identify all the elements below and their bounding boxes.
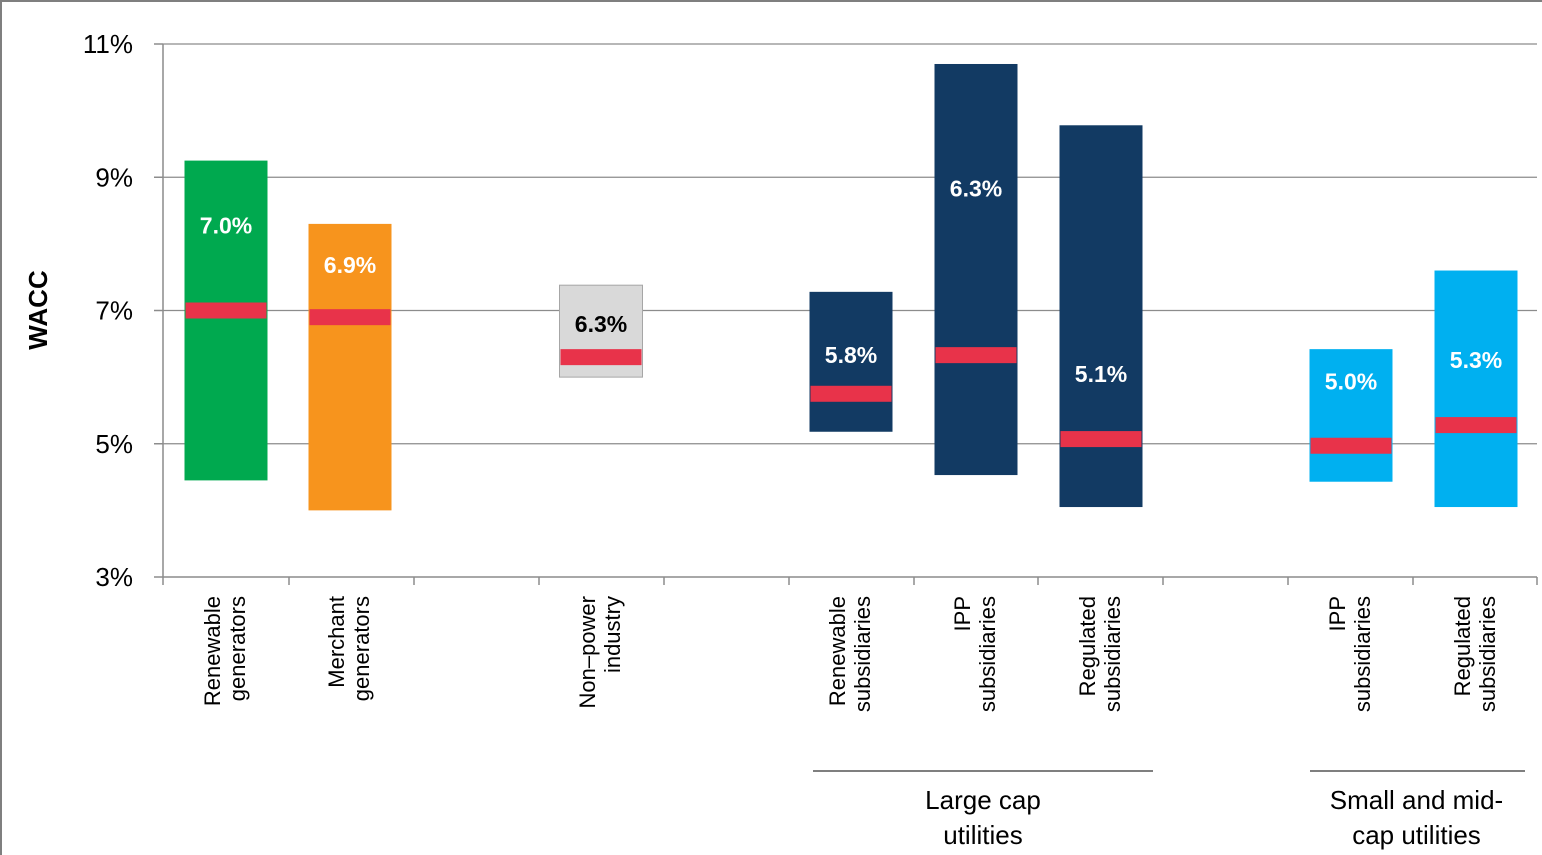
category-label: subsidiaries bbox=[1475, 596, 1500, 712]
y-axis-title: WACC bbox=[23, 270, 53, 350]
range-bar bbox=[184, 160, 268, 481]
category-label: subsidiaries bbox=[975, 596, 1000, 712]
category-label: subsidiaries bbox=[850, 596, 875, 712]
range-bar bbox=[1309, 349, 1393, 482]
category-label: Regulated bbox=[1075, 596, 1100, 696]
category-label: subsidiaries bbox=[1100, 596, 1125, 712]
y-tick-label: 3% bbox=[95, 562, 133, 592]
range-bars bbox=[184, 63, 1518, 511]
group-label: Small and mid- bbox=[1330, 785, 1503, 815]
range-bar bbox=[1434, 270, 1518, 508]
data-label: 6.9% bbox=[324, 252, 376, 278]
data-label: 5.8% bbox=[825, 342, 877, 368]
y-tick-label: 9% bbox=[95, 162, 133, 192]
median-marker bbox=[935, 347, 1017, 364]
data-label: 5.1% bbox=[1075, 361, 1127, 387]
group-label: utilities bbox=[943, 820, 1022, 850]
category-label: IPP bbox=[950, 596, 975, 631]
median-marker bbox=[185, 302, 267, 319]
y-tick-label: 11% bbox=[83, 29, 133, 59]
group-label: Large cap bbox=[925, 785, 1041, 815]
axes: 3% 5% 7% 9% 11% bbox=[83, 29, 1538, 772]
median-marker bbox=[560, 349, 642, 366]
median-marker bbox=[309, 309, 391, 326]
y-tick-label: 7% bbox=[95, 296, 133, 326]
data-label: 6.3% bbox=[950, 175, 1002, 201]
group-label: cap utilities bbox=[1352, 820, 1481, 850]
median-marker bbox=[1060, 431, 1142, 448]
median-marker bbox=[810, 385, 892, 402]
data-label: 5.0% bbox=[1325, 369, 1377, 395]
data-label: 6.3% bbox=[575, 311, 627, 337]
range-bar bbox=[934, 63, 1018, 476]
category-label: Non–power bbox=[575, 596, 600, 709]
data-label: 5.3% bbox=[1450, 347, 1502, 373]
median-marker bbox=[1310, 437, 1392, 454]
range-bar bbox=[1059, 125, 1143, 508]
category-label: Merchant bbox=[324, 596, 349, 688]
range-bar bbox=[809, 291, 893, 432]
data-label: 7.0% bbox=[200, 213, 252, 239]
range-bar bbox=[308, 223, 392, 511]
category-label: industry bbox=[600, 596, 625, 673]
category-label: Renewable bbox=[200, 596, 225, 706]
category-label: generators bbox=[349, 596, 374, 701]
category-label: subsidiaries bbox=[1350, 596, 1375, 712]
category-label: generators bbox=[225, 596, 250, 701]
category-label: IPP bbox=[1325, 596, 1350, 631]
category-label: Regulated bbox=[1450, 596, 1475, 696]
y-tick-label: 5% bbox=[95, 429, 133, 459]
median-marker bbox=[1435, 417, 1517, 434]
category-label: Renewable bbox=[825, 596, 850, 706]
